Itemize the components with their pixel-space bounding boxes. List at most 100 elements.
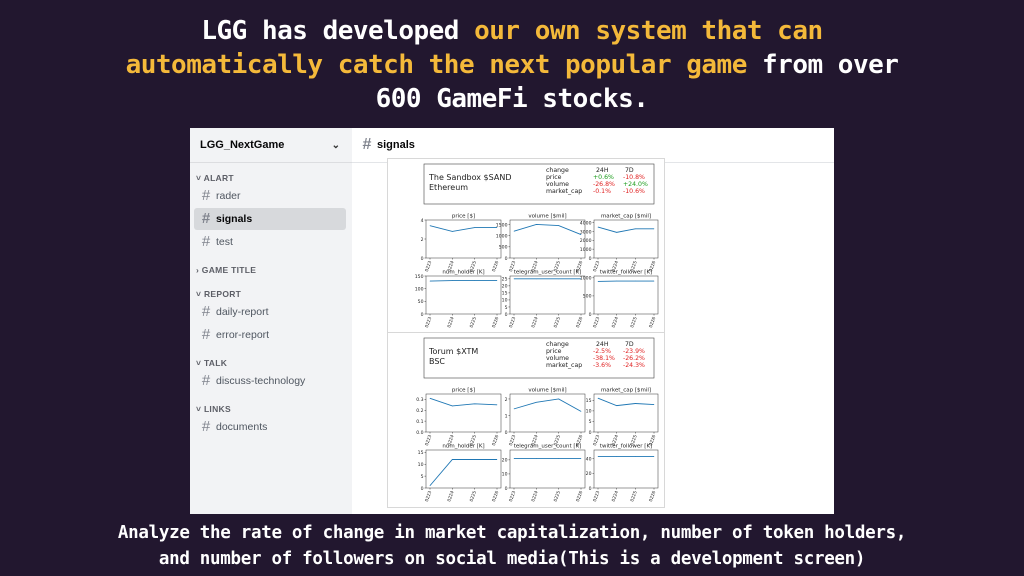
y-tick-label: 0.1 [416,419,423,425]
data-point [635,456,636,457]
y-tick-label: 10 [502,298,508,304]
chevron-down-icon: ˅ [196,173,204,183]
y-tick-label: 500 [499,245,508,251]
y-tick-label: 3000 [580,229,592,235]
y-tick-label: 40 [586,457,592,463]
y-tick-label: 1000 [580,247,592,253]
sidebar-item-label: daily-report [216,306,269,318]
axes-frame [425,449,502,489]
y-tick-label: 25 [502,277,508,283]
x-tick-label: 0223 [508,434,518,447]
x-tick-label: 0226 [575,434,585,447]
x-tick-label: 0225 [629,490,639,503]
data-point [452,280,453,281]
axes-frame [425,393,502,433]
subplot-title: market_cap [$mil] [601,388,651,394]
data-point [597,397,599,399]
change-24h: -38.1% [593,355,615,362]
sidebar-item-rader[interactable]: # rader [194,185,346,207]
server-header[interactable]: LGG_NextGame ⌄ [190,128,352,163]
x-tick-label: 0224 [446,260,456,273]
y-tick-label: 20 [502,284,508,290]
data-point [496,227,498,228]
data-point [597,226,599,228]
x-tick-label: 0223 [508,490,518,503]
data-point [474,227,475,228]
data-point [429,280,431,282]
data-point [597,281,599,282]
table-metric: price [546,348,562,355]
category-report[interactable]: ˅ REPORT [190,287,352,301]
sidebar-item-error-report[interactable]: # error-report [194,324,346,346]
chevron-down-icon[interactable]: ⌄ [331,139,340,151]
data-point [474,459,475,460]
sidebar-item-daily-report[interactable]: # daily-report [194,301,346,323]
subplot-title: twitter_follower [K] [600,444,652,450]
change-7d: -23.9% [623,348,645,355]
subplot-title: price [$] [452,388,475,394]
category-game-title[interactable]: › GAME TITLE [190,263,352,277]
x-tick-label: 0224 [446,434,456,447]
y-tick-label: 0 [505,430,508,436]
x-tick-label: 0224 [611,260,621,273]
y-tick-label: 0 [589,430,592,436]
y-tick-label: 0.2 [416,408,423,414]
sidebar-item-label: rader [216,190,241,202]
hash-icon: # [201,233,211,250]
x-tick-label: 0225 [629,316,639,329]
y-tick-label: 500 [583,294,592,300]
data-point [653,228,655,230]
subplot-title: market_cap [$mil] [601,214,651,220]
y-tick-label: 2000 [580,238,592,244]
category-talk[interactable]: ˅ TALK [190,356,352,370]
category-alart[interactable]: ˅ ALART [190,171,352,185]
data-point [536,278,537,280]
y-tick-label: 0 [421,256,424,262]
y-tick-label: 0 [589,312,592,318]
series-line [513,224,582,235]
y-tick-label: 1000 [580,276,592,282]
sidebar-item-test[interactable]: # test [194,231,346,253]
x-tick-label: 0224 [530,316,540,329]
x-tick-label: 0225 [553,316,563,329]
data-point [513,230,515,232]
headline-line3: 600 GameFi stocks. [375,84,649,114]
sidebar-item-signals[interactable]: # signals [194,208,346,230]
x-tick-label: 0226 [491,316,501,329]
data-point [597,456,599,457]
data-point [496,404,498,406]
hash-icon: # [362,136,372,153]
table-header: 24H [596,341,609,348]
data-point [616,280,617,282]
headline: LGG has developed our own system that ca… [0,14,1024,116]
data-point [452,231,453,232]
data-point [496,459,498,460]
y-tick-label: 0 [505,486,508,492]
x-tick-label: 0224 [446,490,456,503]
data-point [558,278,559,280]
x-tick-label: 0223 [592,434,602,447]
data-point [513,408,515,410]
data-point [496,280,498,281]
x-tick-label: 0225 [469,490,479,503]
sidebar-item-discuss-technology[interactable]: # discuss-technology [194,370,346,392]
category-links[interactable]: ˅ LINKS [190,402,352,416]
x-tick-label: 0225 [469,434,479,447]
data-point [558,458,559,459]
data-point [429,398,431,399]
hash-icon: # [201,372,211,389]
x-tick-label: 0224 [611,434,621,447]
sidebar-item-documents[interactable]: # documents [194,416,346,438]
caption-line1: Analyze the rate of change in market cap… [117,523,907,543]
sidebar-item-label: error-report [216,329,270,341]
change-24h: +0.6% [593,174,614,181]
chevron-down-icon: ˅ [196,289,204,299]
x-tick-label: 0224 [530,490,540,503]
subplot-title: telegram_user_count [K] [514,444,582,450]
sidebar-item-label: discuss-technology [216,375,306,387]
data-point [653,404,655,405]
axes-frame [593,393,659,433]
data-point [513,278,515,280]
